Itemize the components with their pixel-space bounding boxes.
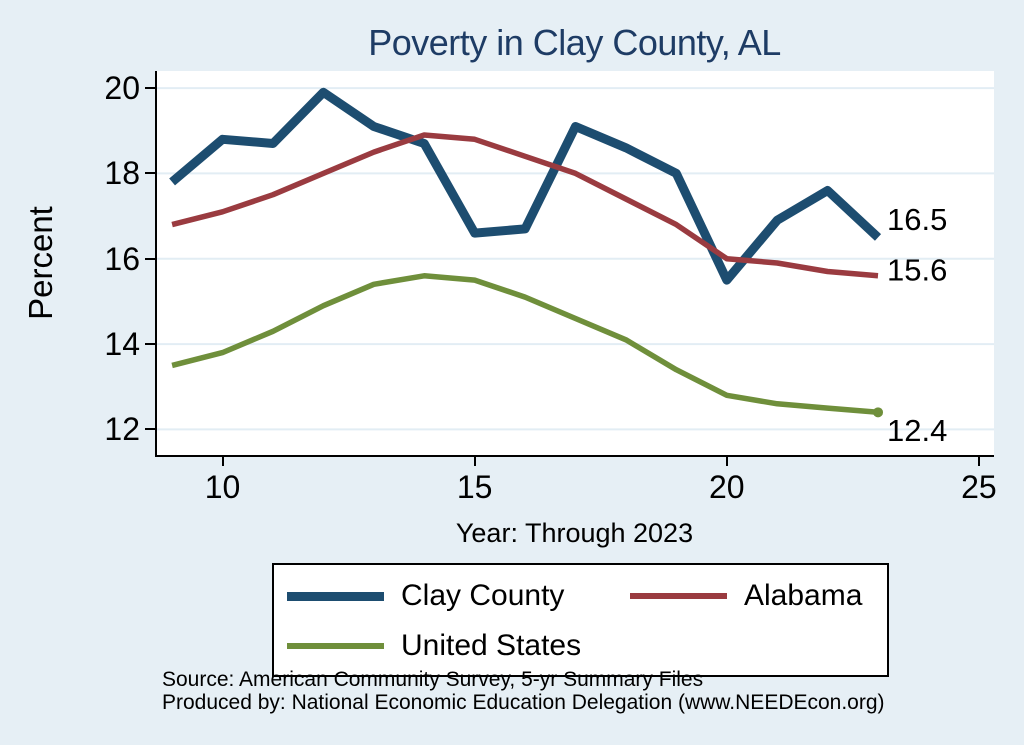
- end-value-label-clay-county: 16.5: [887, 202, 947, 237]
- x-tick-label-10: 10: [204, 469, 241, 505]
- line-clay-county: [169, 87, 882, 285]
- x-tick-mark-15: [473, 457, 476, 466]
- y-tick-mark-12: [145, 428, 155, 431]
- plot-area: 16.5 15.6 12.4: [155, 71, 994, 457]
- legend-label-alabama: Alabama: [744, 579, 863, 612]
- end-value-label-united-states: 12.4: [887, 413, 947, 448]
- legend-swatch-clay-county: [287, 591, 384, 601]
- x-tick-label-20: 20: [708, 469, 745, 505]
- x-tick-mark-25: [977, 457, 980, 466]
- end-value-label-alabama: 15.6: [887, 252, 947, 287]
- legend-swatch-united-states: [287, 643, 384, 649]
- x-tick-mark-20: [725, 457, 728, 466]
- y-tick-label-12: 12: [104, 411, 140, 448]
- y-tick-label-18: 18: [104, 155, 140, 192]
- x-tick-label-15: 15: [456, 469, 493, 505]
- legend-label-united-states: United States: [401, 629, 582, 662]
- source-line-1: Source: American Community Survey, 5-yr …: [162, 668, 704, 691]
- line-united-states: [171, 273, 879, 416]
- legend-swatch-alabama: [630, 593, 727, 599]
- legend-item-clay-county: Clay County: [287, 578, 564, 614]
- x-axis-title: Year: Through 2023: [455, 518, 694, 548]
- y-tick-label-14: 14: [104, 326, 140, 363]
- y-tick-mark-18: [145, 172, 155, 175]
- source-note: Source: American Community Survey, 5-yr …: [162, 668, 942, 714]
- legend: Clay County Alabama United States: [272, 563, 889, 677]
- legend-item-united-states: United States: [287, 628, 581, 664]
- y-tick-mark-14: [145, 343, 155, 346]
- y-tick-mark-20: [145, 87, 155, 90]
- y-tick-label-20: 20: [104, 70, 140, 107]
- x-tick-mark-10: [221, 457, 224, 466]
- legend-item-alabama: Alabama: [630, 578, 862, 614]
- line-alabama: [171, 132, 879, 279]
- chart-canvas: 16.5 15.6 12.4: [157, 87, 994, 448]
- y-tick-mark-16: [145, 257, 155, 260]
- x-tick-label-25: 25: [961, 469, 997, 505]
- end-dot-united-states: [873, 407, 884, 418]
- source-line-2: Produced by: National Economic Education…: [162, 691, 885, 714]
- legend-label-clay-county: Clay County: [401, 579, 565, 612]
- y-tick-label-16: 16: [104, 240, 140, 277]
- y-axis-title: Percent: [22, 206, 59, 320]
- chart-title: Poverty in Clay County, AL: [368, 22, 781, 63]
